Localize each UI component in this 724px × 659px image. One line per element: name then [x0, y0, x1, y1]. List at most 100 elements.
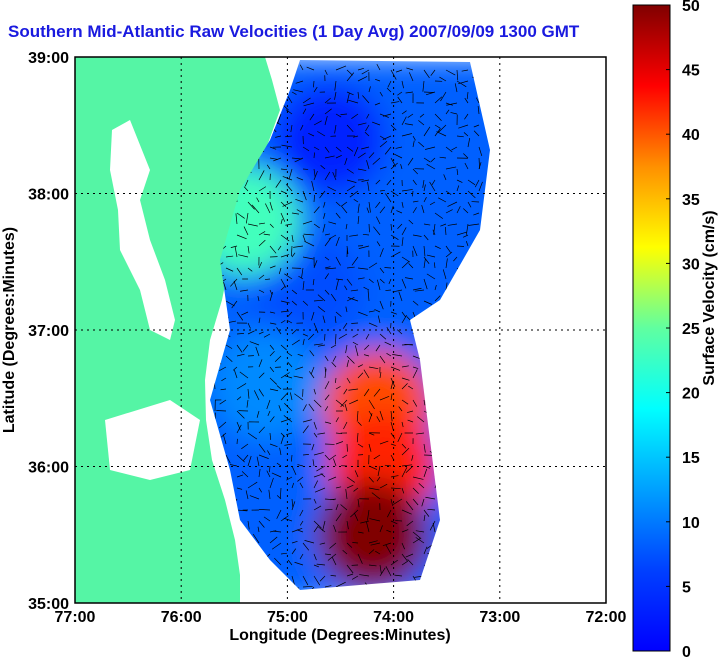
vector-arrow [324, 273, 330, 280]
vector-arrow [276, 509, 282, 519]
vector-arrow [357, 498, 360, 508]
vector-arrow [445, 258, 448, 269]
vector-arrow [382, 542, 392, 547]
vector-arrow [390, 381, 394, 390]
vector-arrow [302, 333, 309, 337]
vector-arrow [397, 96, 403, 104]
vector-arrow [243, 226, 249, 236]
vector-arrow [434, 96, 443, 104]
vector-arrow [312, 459, 315, 467]
vector-arrow [301, 267, 304, 278]
vector-arrow [379, 525, 383, 533]
vector-arrow [423, 300, 433, 305]
vector-arrow [342, 454, 348, 459]
vector-arrow [252, 533, 260, 544]
vector-arrow [347, 297, 359, 302]
vector-arrow [313, 553, 317, 561]
vector-arrow [291, 91, 297, 95]
vector-arrow [290, 124, 293, 133]
colorbar-tick-label: 25 [682, 321, 700, 338]
colorbar-tick-label: 30 [682, 256, 700, 273]
vector-arrow [335, 279, 339, 291]
vector-arrow [433, 262, 436, 269]
vector-arrow [423, 256, 430, 264]
vector-arrow [346, 573, 354, 577]
vector-arrow [308, 403, 315, 412]
vector-arrow [440, 223, 447, 227]
vector-arrow [453, 256, 458, 262]
vector-arrow [368, 262, 378, 269]
vector-arrow [382, 135, 392, 141]
vector-arrow [377, 279, 381, 291]
vector-arrow [291, 329, 298, 335]
vector-arrow [401, 237, 404, 247]
vector-arrow [458, 124, 469, 129]
vector-arrow [373, 388, 381, 397]
vector-arrow [412, 366, 419, 369]
vector-arrow [365, 333, 370, 340]
vector-arrow [335, 581, 346, 588]
vector-arrow [377, 315, 381, 324]
vector-arrow [368, 413, 373, 423]
vector-arrow [401, 278, 407, 289]
vector-arrow [446, 102, 458, 106]
vector-arrow [291, 339, 300, 346]
vector-arrow [456, 135, 464, 138]
vector-arrow [442, 269, 447, 280]
vector-arrow [241, 443, 249, 450]
vector-arrow [412, 300, 419, 306]
vector-arrow [433, 223, 436, 235]
vector-arrow [408, 219, 414, 225]
vector-arrow [247, 455, 252, 467]
vector-arrow [219, 399, 227, 405]
vector-arrow [432, 229, 436, 236]
vector-arrow [412, 135, 416, 141]
vector-arrow [398, 406, 403, 412]
vector-arrow [324, 233, 331, 236]
vector-arrow [308, 333, 315, 340]
vector-arrow [390, 311, 397, 315]
vector-arrow [357, 216, 360, 225]
vector-arrow [335, 417, 339, 423]
vector-arrow [351, 575, 359, 580]
vector-arrow [458, 80, 469, 85]
vector-arrow [364, 131, 370, 137]
vector-arrow [376, 416, 381, 423]
vector-arrow [297, 464, 304, 467]
vector-arrow [296, 209, 304, 214]
vector-arrow [473, 124, 480, 128]
vector-arrow [368, 322, 378, 327]
vector-arrow [353, 487, 359, 492]
y-tick-labels: 39:00 38:00 37:00 36:00 35:00 [28, 50, 69, 613]
vector-arrow [363, 286, 370, 291]
vector-arrow [219, 366, 227, 372]
vector-arrow [253, 390, 260, 401]
vector-arrow [249, 341, 260, 346]
vector-arrow [258, 222, 266, 225]
vector-arrow [280, 552, 288, 555]
vector-arrow [357, 203, 360, 214]
vector-arrow [306, 586, 315, 590]
vector-arrow [302, 234, 306, 242]
vector-arrow [404, 277, 414, 280]
vector-arrow [356, 432, 359, 443]
vector-arrow [401, 314, 407, 324]
vector-arrow [415, 537, 425, 544]
vector-arrow [401, 383, 408, 390]
vector-arrow [379, 278, 385, 284]
vector-arrow [258, 262, 263, 269]
vector-arrow [247, 481, 258, 489]
vector-arrow [364, 344, 370, 350]
vector-arrow [236, 396, 242, 401]
vector-arrow [258, 274, 265, 280]
vector-arrow [273, 157, 282, 162]
vector-arrow [257, 526, 260, 533]
vector-arrow [263, 233, 271, 236]
vector-arrow [280, 372, 290, 379]
colorbar-tick-label: 35 [682, 192, 700, 209]
vector-arrow [434, 284, 437, 291]
sound-water [105, 400, 200, 480]
vector-arrow [390, 366, 401, 371]
vector-arrow [423, 399, 426, 406]
y-axis-label: Latitude (Degrees:Minutes) [1, 227, 18, 433]
